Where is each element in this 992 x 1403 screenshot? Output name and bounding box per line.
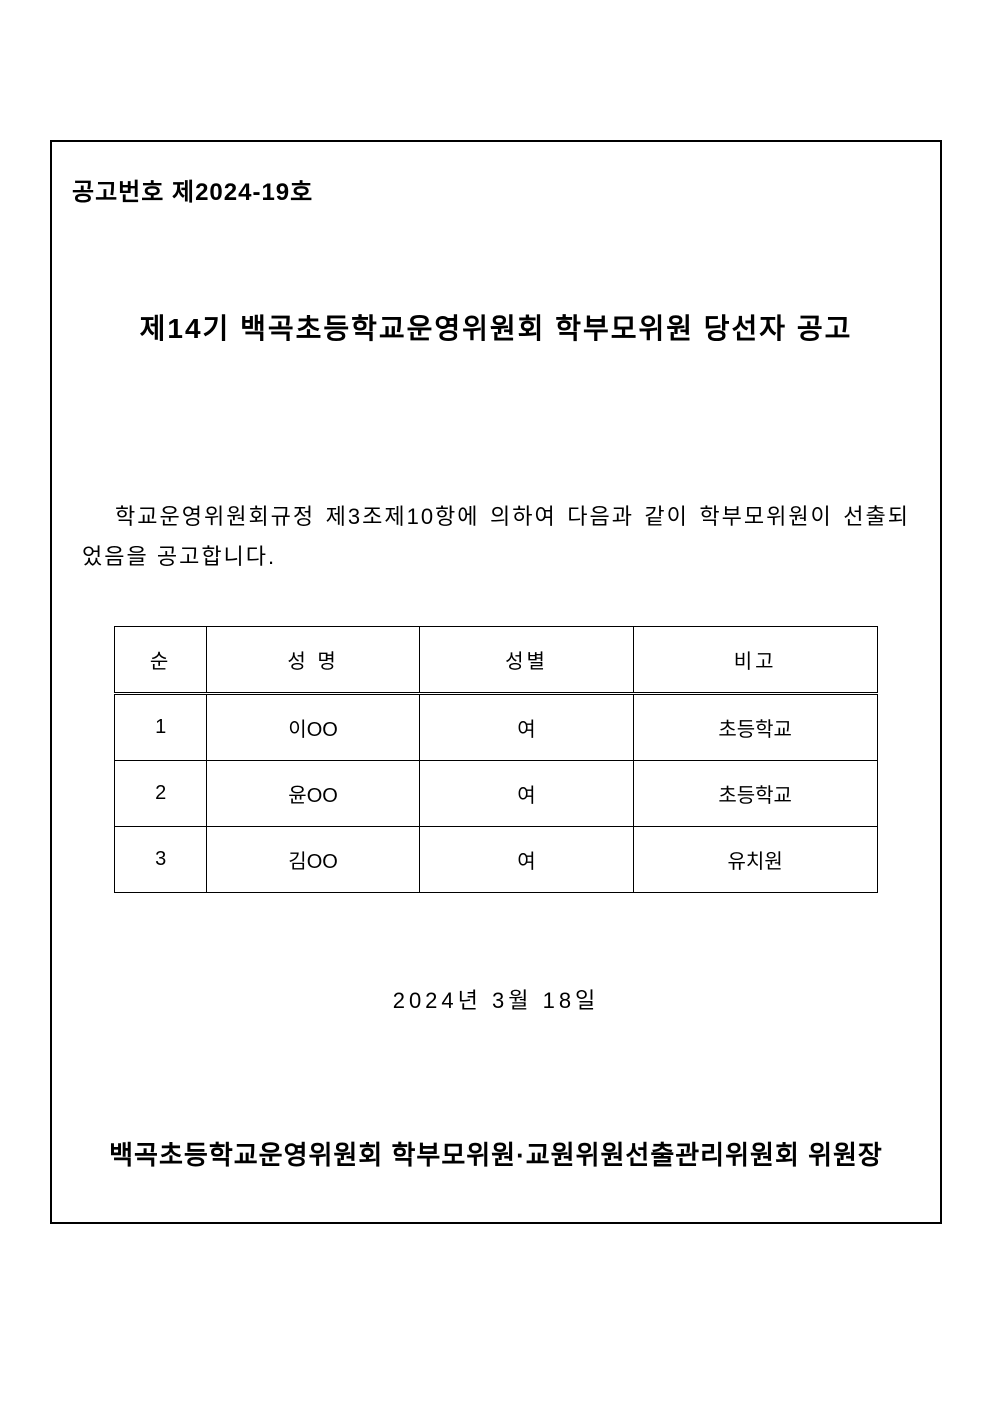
cell-note: 유치원: [633, 827, 877, 893]
cell-name: 김OO: [206, 827, 419, 893]
col-header-gender: 성별: [420, 627, 633, 694]
date-line: 2024년 3월 18일: [72, 983, 920, 1015]
cell-num: 3: [115, 827, 206, 893]
table-row: 3 김OO 여 유치원: [115, 827, 877, 893]
cell-num: 2: [115, 761, 206, 827]
body-paragraph: 학교운영위원회규정 제3조제10항에 의하여 다음과 같이 학부모위원이 선출되…: [72, 497, 920, 576]
table-header-row: 순 성 명 성별 비고: [115, 627, 877, 694]
col-header-num: 순: [115, 627, 206, 694]
cell-gender: 여: [420, 827, 633, 893]
members-table: 순 성 명 성별 비고 1 이OO 여 초등학교 2 윤OO 여 초등학교 3 …: [114, 626, 877, 893]
cell-note: 초등학교: [633, 761, 877, 827]
cell-gender: 여: [420, 694, 633, 761]
table-row: 1 이OO 여 초등학교: [115, 694, 877, 761]
table-row: 2 윤OO 여 초등학교: [115, 761, 877, 827]
cell-name: 윤OO: [206, 761, 419, 827]
cell-note: 초등학교: [633, 694, 877, 761]
col-header-name: 성 명: [206, 627, 419, 694]
document-title: 제14기 백곡초등학교운영위원회 학부모위원 당선자 공고: [72, 307, 920, 347]
signature-line: 백곡초등학교운영위원회 학부모위원·교원위원선출관리위원회 위원장: [72, 1135, 920, 1172]
cell-gender: 여: [420, 761, 633, 827]
cell-name: 이OO: [206, 694, 419, 761]
notice-number: 공고번호 제2024-19호: [72, 172, 920, 207]
cell-num: 1: [115, 694, 206, 761]
col-header-note: 비고: [633, 627, 877, 694]
document-frame: 공고번호 제2024-19호 제14기 백곡초등학교운영위원회 학부모위원 당선…: [50, 140, 942, 1224]
